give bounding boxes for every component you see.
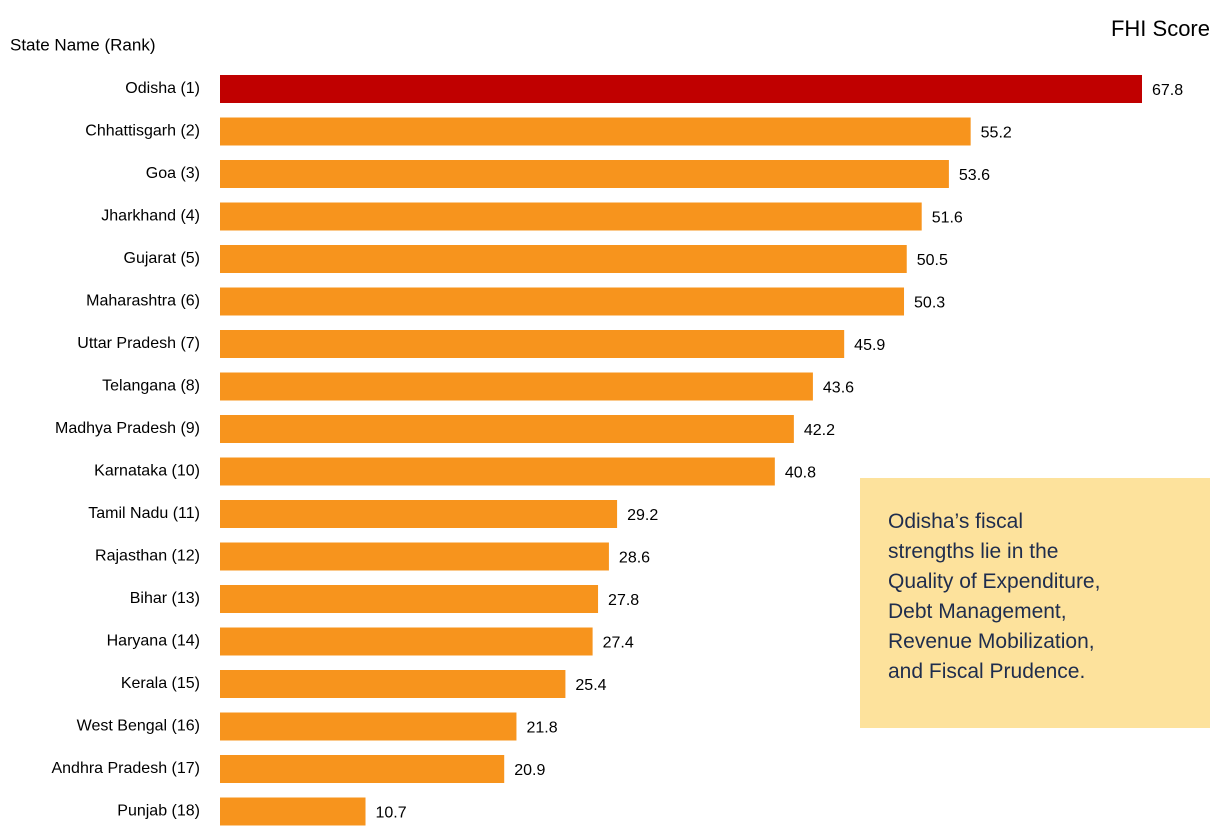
value-label: 53.6 [959, 167, 990, 184]
value-label: 50.5 [917, 252, 948, 269]
category-label: Andhra Pradesh (17) [51, 760, 200, 777]
bar [220, 287, 905, 316]
value-label: 29.2 [627, 507, 658, 524]
value-label: 42.2 [804, 422, 835, 439]
bar [220, 585, 599, 613]
bar [220, 330, 845, 358]
category-label: West Bengal (16) [77, 718, 200, 735]
category-label: Punjab (18) [117, 803, 200, 820]
bar [220, 670, 566, 698]
value-label: 67.8 [1152, 82, 1183, 99]
annotation-text: strengths lie in the [888, 540, 1058, 563]
axis-label: State Name (Rank) [10, 35, 156, 54]
bar [220, 415, 794, 443]
category-label: Jharkhand (4) [101, 208, 200, 225]
annotation-text: Debt Management, [888, 600, 1067, 623]
value-label: 51.6 [932, 210, 963, 227]
value-label: 50.3 [914, 295, 945, 312]
category-label: Haryana (14) [107, 633, 200, 650]
value-label: 55.2 [981, 125, 1012, 142]
value-label: 28.6 [619, 550, 650, 567]
bar [220, 75, 1142, 103]
bar [220, 627, 593, 656]
value-label: 20.9 [514, 762, 545, 779]
category-label: Kerala (15) [121, 675, 200, 692]
bar [220, 457, 775, 486]
category-label: Uttar Pradesh (7) [77, 335, 200, 352]
value-label: 43.6 [823, 380, 854, 397]
value-label: 21.8 [526, 720, 557, 737]
category-label: Madhya Pradesh (9) [55, 420, 200, 437]
bar [220, 372, 813, 401]
category-label: Telangana (8) [102, 378, 200, 395]
bar [220, 797, 366, 826]
bar [220, 245, 907, 273]
category-label: Bihar (13) [130, 590, 200, 607]
category-label: Chhattisgarh (2) [85, 123, 200, 140]
chart-title: FHI Score [1111, 16, 1210, 41]
category-label: Maharashtra (6) [86, 293, 200, 310]
value-label: 27.4 [603, 635, 634, 652]
bar [220, 117, 971, 146]
bar [220, 160, 949, 188]
bar [220, 712, 517, 741]
category-label: Gujarat (5) [124, 250, 200, 267]
value-label: 25.4 [575, 677, 606, 694]
value-label: 27.8 [608, 592, 639, 609]
annotation-text: Revenue Mobilization, [888, 630, 1095, 653]
annotation-box [860, 478, 1210, 728]
annotation-text: Quality of Expenditure, [888, 570, 1100, 593]
annotation-text: Odisha’s fiscal [888, 510, 1023, 533]
bar [220, 542, 609, 571]
annotation-text: and Fiscal Prudence. [888, 660, 1085, 683]
bar [220, 755, 505, 783]
category-label: Karnataka (10) [94, 463, 200, 480]
value-label: 10.7 [376, 805, 407, 822]
category-label: Rajasthan (12) [95, 548, 200, 565]
category-label: Goa (3) [146, 165, 200, 182]
category-label: Tamil Nadu (11) [88, 505, 200, 522]
bar [220, 500, 618, 528]
value-label: 40.8 [785, 465, 816, 482]
category-label: Odisha (1) [125, 80, 200, 97]
value-label: 45.9 [854, 337, 885, 354]
bar [220, 202, 922, 231]
